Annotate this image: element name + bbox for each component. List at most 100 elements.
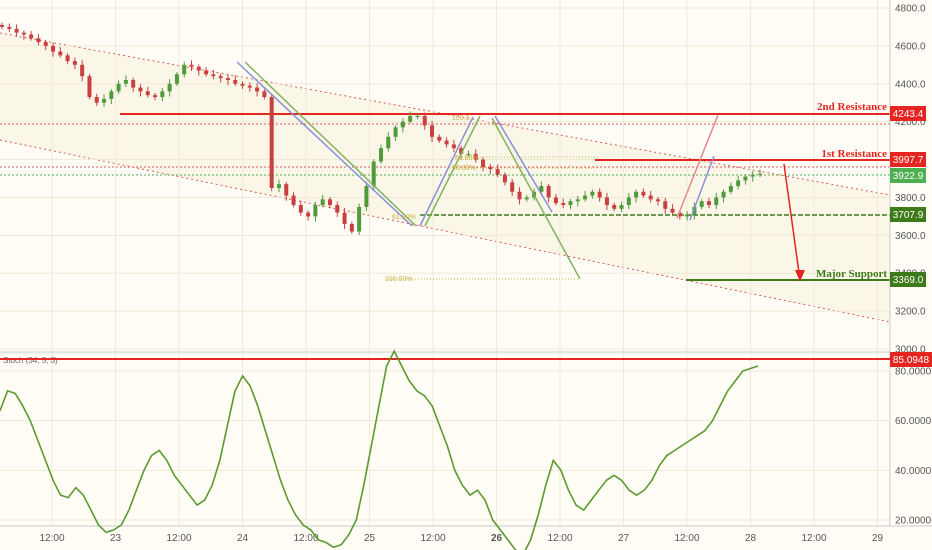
candle-body <box>21 32 26 35</box>
candle-body <box>174 74 179 84</box>
level-tag: 3369.0 <box>890 272 926 287</box>
abcd-arrow <box>491 117 581 280</box>
candle-body <box>685 214 690 217</box>
candle-body <box>58 51 63 56</box>
candle-body <box>80 64 85 77</box>
candle-body <box>364 186 369 207</box>
candle-body <box>692 206 697 215</box>
indicator-axis: 80.0000 60.0000 40.0000 20.0000 <box>0 367 932 527</box>
candle-body <box>349 223 354 232</box>
time-tick-label: 29 <box>872 533 884 544</box>
level-tag-text: 4243.4 <box>893 109 924 120</box>
candle-body <box>466 153 471 155</box>
indicator-tick-label: 80.0000 <box>895 367 932 378</box>
candle-body <box>204 70 209 75</box>
candle-body <box>517 191 522 200</box>
indicator-title: Stoch (34, 5, 3) <box>3 356 58 365</box>
level-tag-text: 85.0948 <box>893 355 930 366</box>
candle-body <box>437 136 442 141</box>
candle-body <box>677 212 682 217</box>
candle-body <box>597 191 602 198</box>
candle-body <box>138 87 143 92</box>
candle-body <box>233 79 238 84</box>
candle-body <box>561 203 566 206</box>
candle-body <box>626 197 631 206</box>
fib-label: 100.0 <box>452 115 470 122</box>
candle-body <box>189 64 194 67</box>
resistance-2-label: 2nd Resistance <box>817 101 887 113</box>
candle-body <box>451 144 456 149</box>
resistance-1-label: 1st Resistance <box>821 148 887 160</box>
candle-body <box>459 148 464 154</box>
time-axis: 12:00 23 12:00 24 12:00 25 12:00 26 12:00 27 12:00… <box>39 533 883 544</box>
candle-body <box>430 125 435 137</box>
candle-body <box>510 182 515 192</box>
level-tag: 3922.9 <box>890 168 926 183</box>
candle-body <box>736 180 741 187</box>
time-tick-label: 12:00 <box>39 533 64 544</box>
candle-body <box>306 212 311 217</box>
indicator-tick-label: 40.0000 <box>895 466 932 477</box>
candle-body <box>29 34 34 39</box>
channel-upper-line <box>0 32 891 196</box>
price-tick-label: 3200.0 <box>895 307 926 318</box>
candle-body <box>196 66 201 71</box>
candle-body <box>72 61 77 65</box>
level-tag-text: 3997.7 <box>893 155 924 166</box>
candle-body <box>357 206 362 232</box>
level-tag-box <box>890 152 926 167</box>
candle-body <box>721 191 726 198</box>
time-tick-label: 12:00 <box>420 533 445 544</box>
level-tag-box <box>890 352 932 367</box>
time-tick-label: 12:00 <box>674 533 699 544</box>
candle-body <box>590 191 595 196</box>
time-tick-label: 27 <box>618 533 630 544</box>
price-tick-label: 3800.0 <box>895 193 926 204</box>
candle-body <box>182 64 187 75</box>
projection-arrowhead <box>795 270 805 282</box>
major-support-label: Major Support <box>816 268 887 280</box>
candle-body <box>524 197 529 200</box>
candle-body <box>36 38 41 43</box>
level-tag: 3997.7 <box>890 152 926 167</box>
price-tick-label: 4200.0 <box>895 117 926 128</box>
candle-body <box>116 83 121 92</box>
candle-body <box>502 174 507 183</box>
price-tick-label: 3600.0 <box>895 231 926 242</box>
candle-body <box>262 91 267 98</box>
time-tick-label: 26 <box>491 533 503 544</box>
abcd-arrow <box>676 114 719 219</box>
candle-body <box>648 195 653 200</box>
channel-lower-line <box>0 139 891 323</box>
abcd-arrow <box>236 61 413 227</box>
candle-body <box>634 191 639 198</box>
candle-body <box>728 186 733 192</box>
level-tag-box <box>890 106 926 121</box>
price-tick-label: 4800.0 <box>895 4 926 15</box>
projection-arrow <box>783 163 801 281</box>
candle-body <box>145 91 150 96</box>
candle-body <box>284 184 289 196</box>
time-tick-label: 23 <box>110 533 122 544</box>
candle-body <box>699 201 704 207</box>
candle-body <box>65 55 70 62</box>
candle-body <box>247 85 252 88</box>
price-tick-label: 4600.0 <box>895 41 926 52</box>
level-tag-text: 3922.9 <box>893 171 924 182</box>
candle-body <box>655 199 660 202</box>
level-tag: 3707.9 <box>890 207 926 222</box>
candle-body <box>94 97 99 103</box>
candle-body <box>327 199 332 206</box>
level-tag-text: 3707.9 <box>893 210 924 221</box>
indicator-tick-label: 20.0000 <box>895 516 932 527</box>
candle-body <box>546 186 551 198</box>
time-tick-label: 12:00 <box>801 533 826 544</box>
candle-body <box>225 78 230 80</box>
time-tick-label: 24 <box>237 533 249 544</box>
candle-body <box>481 159 486 168</box>
candle-body <box>211 74 216 77</box>
candle-body <box>743 176 748 181</box>
time-tick-label: 12:00 <box>166 533 191 544</box>
time-tick-label: 28 <box>745 533 757 544</box>
candle-body <box>313 205 318 217</box>
